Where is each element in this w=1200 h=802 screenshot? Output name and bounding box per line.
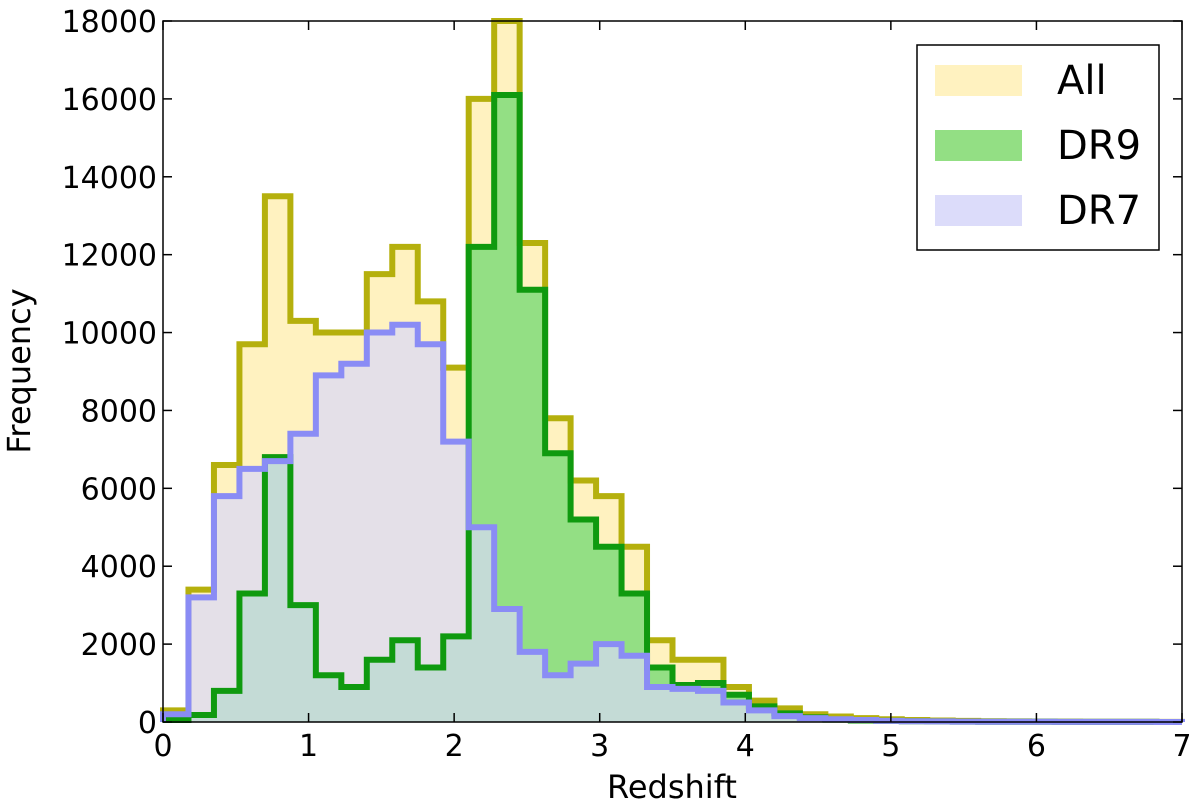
histogram-fills: [163, 21, 1182, 723]
legend-label-all: All: [1057, 58, 1107, 104]
x-tick-label: 3: [590, 729, 609, 764]
y-tick-label: 14000: [62, 161, 157, 196]
series-fill-dr7: [163, 324, 1182, 722]
x-axis-label: Redshift: [607, 768, 737, 802]
y-tick-label: 2000: [81, 628, 157, 663]
x-tick-label: 6: [1027, 729, 1046, 764]
legend-swatch-all: [935, 65, 1022, 96]
legend-label-dr7: DR7: [1057, 188, 1141, 234]
y-tick-label: 16000: [62, 83, 157, 118]
x-tick-label: 0: [153, 729, 172, 764]
x-tick-label: 2: [445, 729, 464, 764]
x-tick-label: 1: [299, 729, 318, 764]
plot-frame: [162, 20, 1183, 723]
y-tick-label: 18000: [62, 5, 157, 40]
y-tick-label: 0: [138, 706, 157, 741]
legend: All DR9 DR7: [916, 44, 1160, 251]
axis-ticks: 0 1 2 3 4 5 6 7 0 2000 4000 6000 8000 10000 12000 14000…: [62, 5, 1192, 764]
x-tick-label: 7: [1172, 729, 1191, 764]
legend-swatch-dr7: [935, 195, 1022, 226]
y-tick-label: 10000: [62, 317, 157, 352]
x-tick-label: 4: [736, 729, 755, 764]
y-axis-label: Frequency: [0, 288, 38, 453]
legend-swatch-dr9: [935, 130, 1022, 161]
y-tick-label: 12000: [62, 239, 157, 274]
x-tick-label: 5: [881, 729, 900, 764]
y-tick-label: 6000: [81, 472, 157, 507]
y-tick-label: 8000: [81, 394, 157, 429]
y-tick-label: 4000: [81, 550, 157, 585]
legend-label-dr9: DR9: [1057, 123, 1141, 169]
